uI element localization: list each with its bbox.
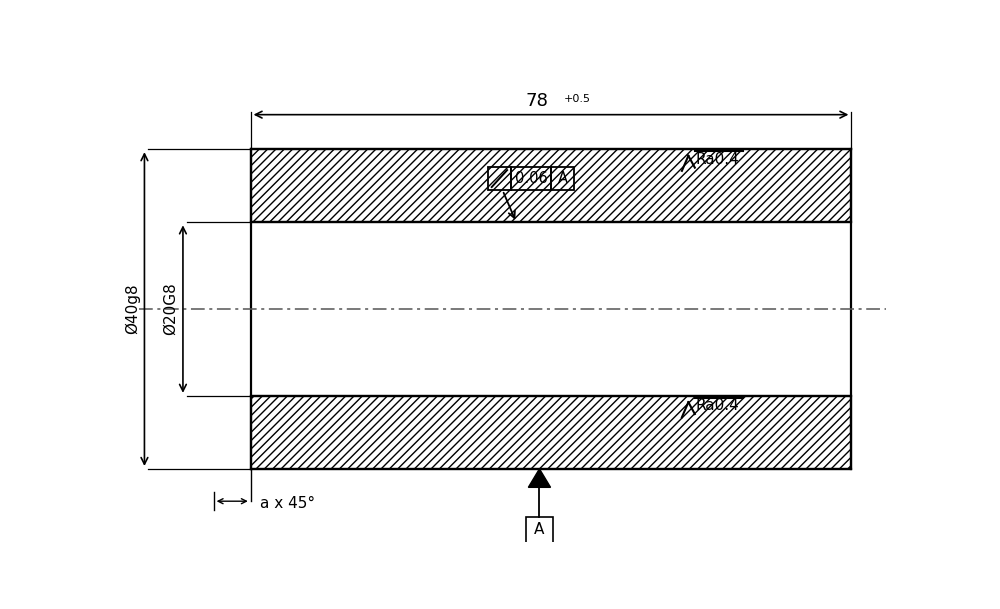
Bar (488, 167, 511, 190)
Text: Ra0.4: Ra0.4 (696, 152, 740, 166)
Text: a x 45°: a x 45° (260, 496, 315, 511)
Text: Ra0.4: Ra0.4 (696, 398, 740, 413)
Text: Ø40g8: Ø40g8 (124, 284, 140, 334)
Text: Ø20G8: Ø20G8 (163, 283, 178, 336)
Polygon shape (528, 469, 551, 487)
Bar (251, 396, 851, 469)
Bar (251, 149, 851, 222)
Text: +0.5: +0.5 (564, 94, 591, 104)
Bar (551, 167, 574, 190)
Bar (526, 516, 553, 543)
Text: 78: 78 (526, 92, 549, 110)
Bar (511, 167, 551, 190)
Text: A: A (558, 171, 568, 186)
Text: A: A (534, 522, 545, 537)
Text: 0.06: 0.06 (515, 171, 547, 186)
